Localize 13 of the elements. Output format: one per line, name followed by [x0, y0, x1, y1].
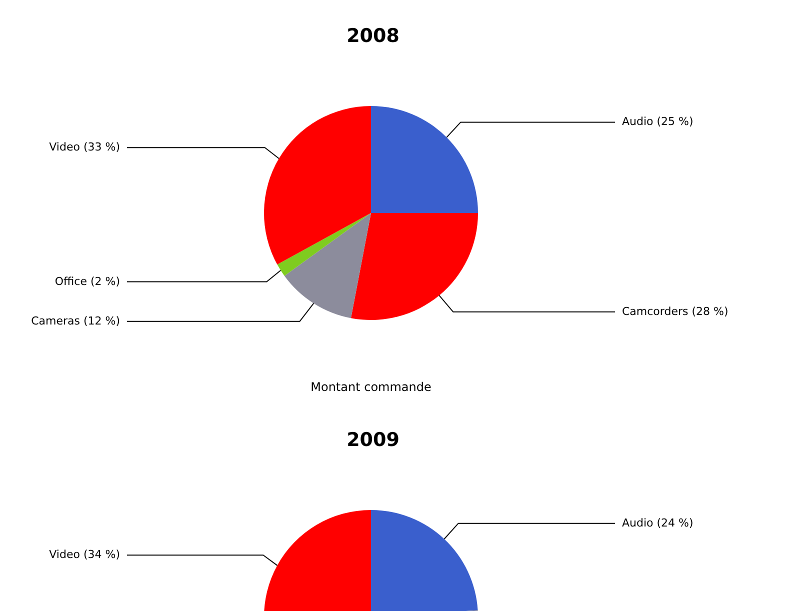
pie-slice — [284, 213, 371, 318]
slice-label: Audio (24 %) — [622, 516, 694, 530]
slice-label: Camcorders (28 %) — [622, 304, 728, 318]
slice-label: Office (2 %) — [54, 274, 120, 288]
pie-slice — [371, 106, 478, 213]
pie-slice — [277, 213, 371, 276]
text: Montant commande — [310, 380, 432, 394]
chart-title: 2008 — [346, 25, 400, 47]
slice-label: Audio (25 %) — [622, 115, 694, 128]
chart-title: 2009 — [346, 429, 400, 451]
slice-label: Video (34 %) — [49, 548, 120, 562]
slice-label: Video (33 %) — [49, 140, 120, 154]
slice-label: Cameras (12 %) — [31, 314, 120, 328]
